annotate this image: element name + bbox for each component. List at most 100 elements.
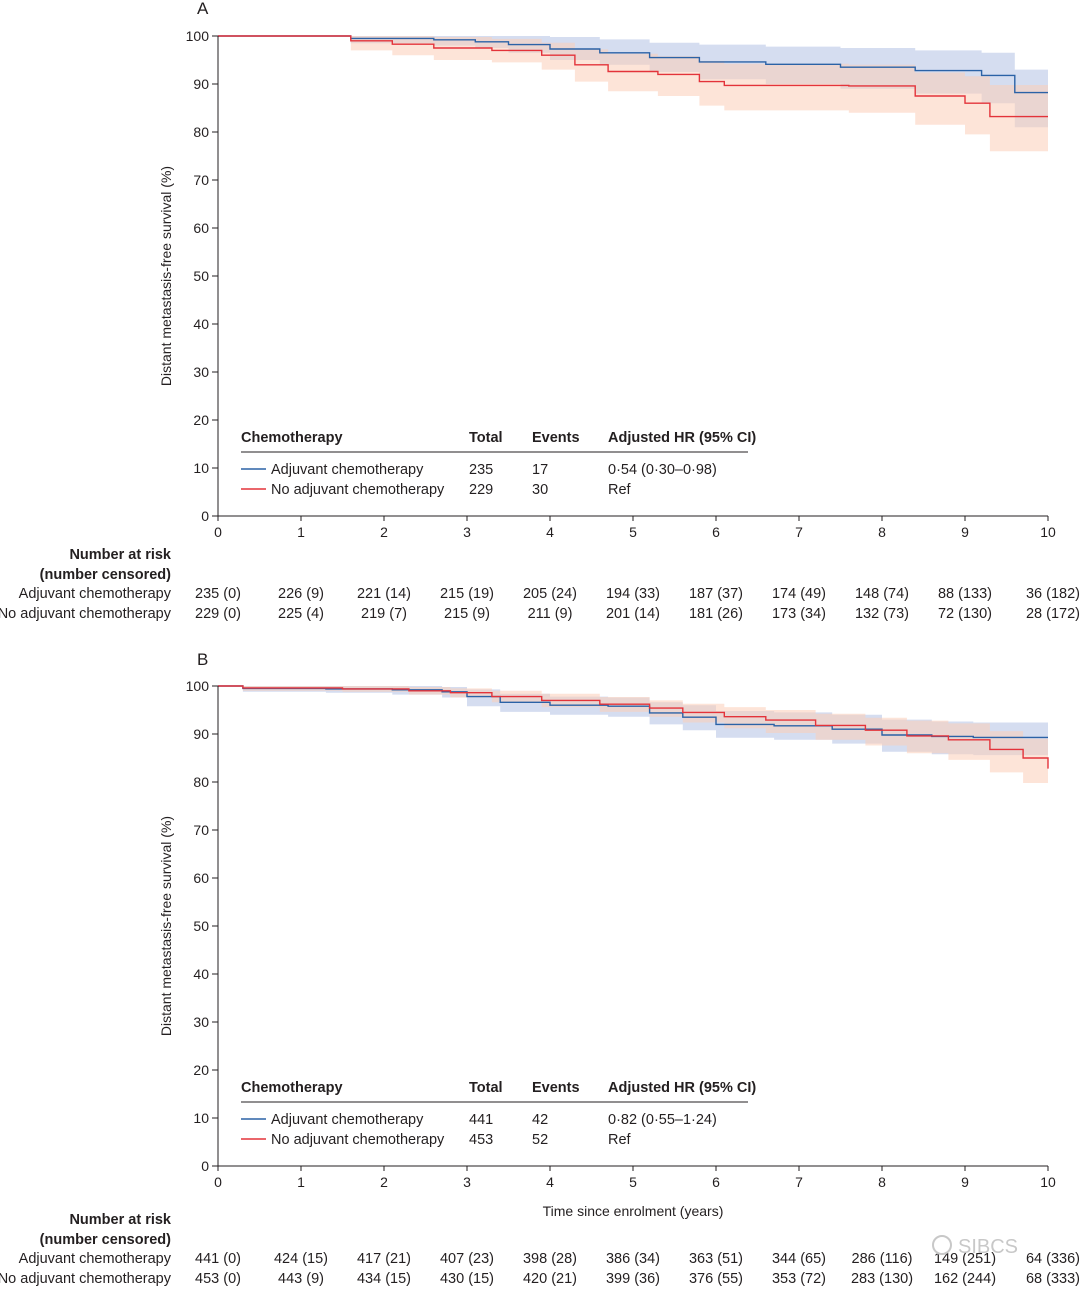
watermark: SIBCS <box>932 1235 1018 1258</box>
hr-table-total: 453 <box>469 1132 493 1148</box>
hr-table-total: 229 <box>469 482 493 498</box>
y-tick-label: 40 <box>193 966 209 982</box>
risk-value: 353 (72) <box>772 1271 826 1287</box>
hr-table-header: Adjusted HR (95% CI) <box>608 1080 756 1096</box>
risk-value: 148 (74) <box>855 586 909 602</box>
legend-label: No adjuvant chemotherapy <box>271 1132 445 1148</box>
risk-value: 443 (9) <box>278 1271 324 1287</box>
risk-value: 363 (51) <box>689 1251 743 1267</box>
x-tick-label: 10 <box>1040 524 1056 540</box>
y-tick-label: 90 <box>193 726 209 742</box>
x-tick-label: 1 <box>297 1174 305 1190</box>
axes: 0 10 20 30 40 50 60 70 80 90 100 0 1 2 3 4 5 6 7 8 9 10 Distan… <box>158 28 1056 540</box>
x-tick-label: 3 <box>463 1174 471 1190</box>
hr-table-events: 52 <box>532 1132 548 1148</box>
risk-value: 194 (33) <box>606 586 660 602</box>
y-tick-label: 80 <box>193 124 209 140</box>
y-tick-label: 80 <box>193 774 209 790</box>
risk-value: 424 (15) <box>274 1251 328 1267</box>
y-tick-label: 70 <box>193 172 209 188</box>
risk-value: 68 (333) <box>1026 1271 1080 1287</box>
ci-band-no-adjuvant <box>218 686 1048 795</box>
risk-value: 64 (336) <box>1026 1251 1080 1267</box>
risk-value: 225 (4) <box>278 606 324 622</box>
risk-value: 226 (9) <box>278 586 324 602</box>
x-axis-title: Time since enrolment (years) <box>543 1203 724 1219</box>
risk-value: 407 (23) <box>440 1251 494 1267</box>
risk-table-subtitle: (number censored) <box>40 567 171 583</box>
risk-value: 386 (34) <box>606 1251 660 1267</box>
risk-table-title: Number at risk <box>69 1212 171 1228</box>
risk-value: 205 (24) <box>523 586 577 602</box>
risk-value: 187 (37) <box>689 586 743 602</box>
risk-row-label: Adjuvant chemotherapy <box>19 586 172 602</box>
x-tick-label: 0 <box>214 1174 222 1190</box>
y-tick-label: 40 <box>193 316 209 332</box>
hr-table-header: Chemotherapy <box>241 430 343 446</box>
y-tick-label: 50 <box>193 268 209 284</box>
risk-value: 453 (0) <box>195 1271 241 1287</box>
risk-value: 420 (21) <box>523 1271 577 1287</box>
y-tick-label: 90 <box>193 76 209 92</box>
risk-value: 215 (9) <box>444 606 490 622</box>
risk-value: 344 (65) <box>772 1251 826 1267</box>
x-tick-label: 7 <box>795 524 803 540</box>
risk-value: 219 (7) <box>361 606 407 622</box>
x-tick-label: 8 <box>878 524 886 540</box>
risk-value: 28 (172) <box>1026 606 1080 622</box>
hr-table-header: Chemotherapy <box>241 1080 343 1096</box>
hr-table-total: 441 <box>469 1112 493 1128</box>
risk-value: 434 (15) <box>357 1271 411 1287</box>
risk-value: 72 (130) <box>938 606 992 622</box>
risk-value: 441 (0) <box>195 1251 241 1267</box>
risk-value: 215 (19) <box>440 586 494 602</box>
x-tick-label: 10 <box>1040 1174 1056 1190</box>
risk-value: 181 (26) <box>689 606 743 622</box>
risk-value: 162 (244) <box>934 1271 996 1287</box>
risk-value: 201 (14) <box>606 606 660 622</box>
risk-value: 174 (49) <box>772 586 826 602</box>
hr-table-hr: 0·82 (0·55–1·24) <box>608 1112 717 1128</box>
hr-table-events: 30 <box>532 482 548 498</box>
y-tick-label: 20 <box>193 1062 209 1078</box>
risk-value: 399 (36) <box>606 1271 660 1287</box>
x-tick-label: 5 <box>629 524 637 540</box>
y-tick-label: 30 <box>193 364 209 380</box>
legend-label: Adjuvant chemotherapy <box>271 1112 424 1128</box>
risk-value: 235 (0) <box>195 586 241 602</box>
risk-row-label: Adjuvant chemotherapy <box>19 1251 172 1267</box>
risk-value: 229 (0) <box>195 606 241 622</box>
x-tick-label: 2 <box>380 1174 388 1190</box>
y-tick-label: 100 <box>186 28 210 44</box>
hr-table-events: 17 <box>532 462 548 478</box>
hr-table-hr: Ref <box>608 482 632 498</box>
y-tick-label: 50 <box>193 918 209 934</box>
survival-curves <box>218 685 1049 769</box>
watermark-text: SIBCS <box>958 1236 1018 1258</box>
y-tick-label: 60 <box>193 220 209 236</box>
panel-letter: A <box>197 0 209 18</box>
hr-table: Chemotherapy Total Events Adjusted HR (95% … <box>241 1080 756 1148</box>
risk-value: 417 (21) <box>357 1251 411 1267</box>
risk-value: 149 (251) <box>934 1251 996 1267</box>
y-tick-label: 10 <box>193 460 209 476</box>
hr-table: Chemotherapy Total Events Adjusted HR (95% … <box>241 430 756 498</box>
x-tick-label: 4 <box>546 1174 554 1190</box>
risk-value: 286 (116) <box>852 1251 913 1267</box>
y-tick-label: 0 <box>201 508 209 524</box>
hr-table-header: Events <box>532 1080 580 1096</box>
x-tick-label: 9 <box>961 524 969 540</box>
y-tick-label: 20 <box>193 412 209 428</box>
x-tick-label: 9 <box>961 1174 969 1190</box>
risk-value: 376 (55) <box>689 1271 743 1287</box>
risk-row-label: No adjuvant chemotherapy <box>0 1271 172 1287</box>
x-tick-label: 6 <box>712 524 720 540</box>
axes: 0 10 20 30 40 50 60 70 80 90 100 0 1 2 3 4 5 6 7 8 9 10 Distan… <box>158 678 1056 1219</box>
risk-value: 430 (15) <box>440 1271 494 1287</box>
risk-table: Number at risk (number censored) Adjuvant … <box>0 547 1080 622</box>
y-tick-label: 10 <box>193 1110 209 1126</box>
km-curve-no-adjuvant <box>218 35 1048 118</box>
x-tick-label: 0 <box>214 524 222 540</box>
hr-table-header: Adjusted HR (95% CI) <box>608 430 756 446</box>
